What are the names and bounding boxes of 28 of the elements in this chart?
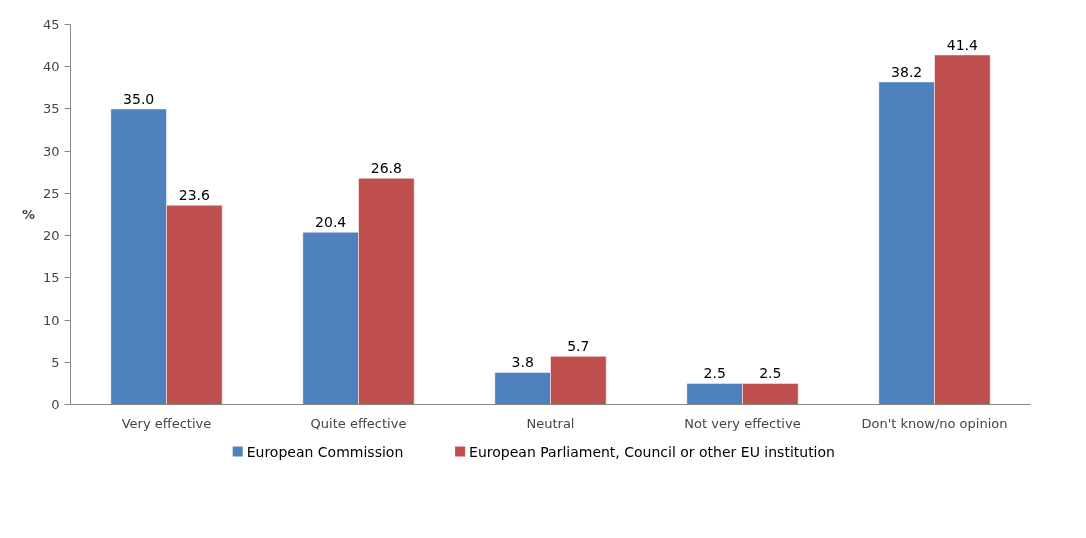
data-label: 2.5 — [703, 365, 726, 382]
x-tick-label: Very effective — [121, 415, 212, 431]
y-tick-label: 10 — [42, 312, 60, 328]
x-tick-label: Neutral — [526, 415, 575, 431]
legend-label: European Commission — [246, 443, 404, 460]
y-tick-label: 35 — [42, 101, 60, 117]
y-tick-label: 0 — [51, 397, 60, 412]
y-tick-label: 30 — [42, 143, 60, 159]
y-tick-label: 5 — [51, 354, 60, 370]
data-label: 26.8 — [370, 160, 402, 177]
data-label: 2.5 — [759, 365, 782, 382]
data-label: 20.4 — [315, 214, 347, 231]
y-tick-label: 20 — [42, 228, 60, 244]
data-label: 23.6 — [178, 187, 211, 204]
data-label: 35.0 — [123, 90, 155, 107]
data-label: 3.8 — [511, 354, 534, 371]
x-tick-label: Quite effective — [310, 415, 407, 431]
data-label: 5.7 — [567, 338, 590, 355]
y-axis-title: % — [21, 207, 35, 222]
y-tick-label: 15 — [42, 270, 60, 286]
data-label: 38.2 — [891, 63, 923, 80]
y-tick-label: 45 — [42, 17, 60, 32]
data-label: 41.4 — [946, 36, 979, 53]
y-tick-label: 40 — [42, 59, 60, 75]
x-tick-label: Not very effective — [684, 415, 801, 431]
legend-label: European Parliament, Council or other EU institution — [469, 443, 835, 460]
y-tick-label: 25 — [42, 185, 60, 201]
x-tick-label: Don't know/no opinion — [861, 415, 1008, 431]
